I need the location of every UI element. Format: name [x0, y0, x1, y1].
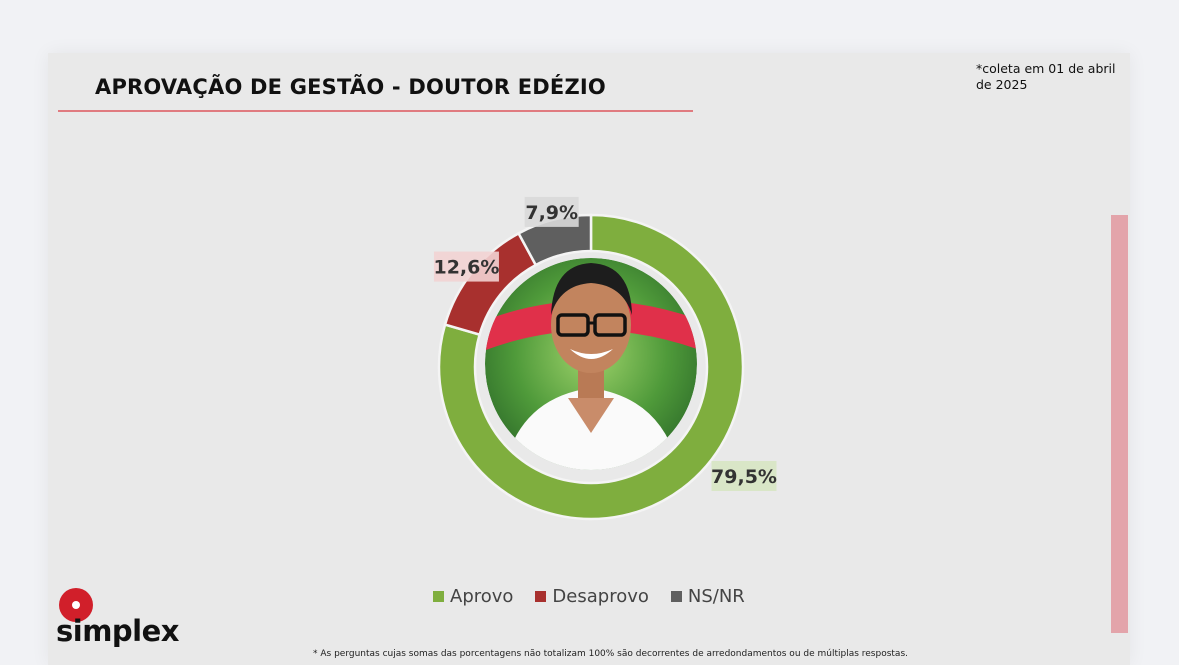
legend-item-nsnr: NS/NR — [670, 586, 745, 607]
simplex-logo: simplex — [56, 586, 186, 656]
legend-label-aprovo: Aprovo — [450, 586, 514, 607]
logo-text: simplex — [56, 614, 180, 648]
data-label-nsnr: 7,9% — [524, 196, 579, 227]
chart-legend: Aprovo Desaprovo NS/NR — [433, 586, 745, 607]
svg-text:7,9%: 7,9% — [525, 202, 578, 224]
title-underline — [58, 110, 693, 112]
donut-chart: 79,5% 12,6% 7,9% — [433, 196, 777, 521]
logo-dot-icon — [59, 588, 93, 622]
legend-item-aprovo: Aprovo — [433, 586, 513, 607]
legend-swatch-aprovo — [433, 591, 444, 602]
legend-swatch-desaprovo — [535, 591, 547, 602]
legend-item-desaprovo: Desaprovo — [535, 586, 649, 607]
decorative-side-bar — [1111, 215, 1128, 633]
slice-aprovo — [437, 213, 745, 521]
candidate-portrait — [485, 258, 697, 470]
legend-label-desaprovo: Desaprovo — [552, 586, 649, 607]
svg-text:12,6%: 12,6% — [433, 257, 499, 279]
slide: APROVAÇÃO DE GESTÃO - DOUTOR EDÉZIO *col… — [48, 53, 1130, 665]
rounding-footnote: * As perguntas cujas somas das porcentag… — [313, 649, 909, 659]
collection-date-note: *coleta em 01 de abril de 2025 — [976, 61, 1116, 92]
data-label-desaprovo: 12,6% — [433, 251, 499, 282]
page-title: APROVAÇÃO DE GESTÃO - DOUTOR EDÉZIO — [95, 75, 606, 99]
data-label-aprovo: 79,5% — [711, 461, 777, 491]
legend-label-nsnr: NS/NR — [687, 586, 745, 607]
legend-swatch-nsnr — [670, 591, 682, 602]
svg-text:79,5%: 79,5% — [711, 466, 777, 488]
